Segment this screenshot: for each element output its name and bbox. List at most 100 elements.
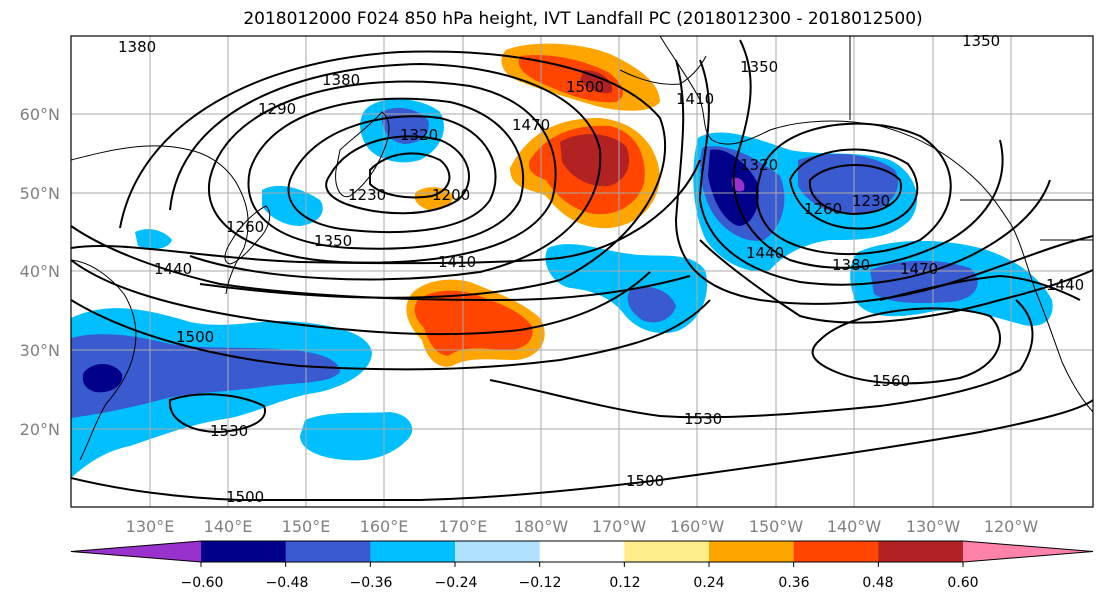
contour-east-1470 bbox=[879, 274, 1081, 301]
lon-label: 130°E bbox=[126, 517, 175, 536]
contour-east-low-1260 bbox=[788, 148, 919, 230]
colorbar-tick-labels: −0.60 −0.48 −0.36 −0.24 −0.12 0.12 0.24 … bbox=[181, 575, 979, 591]
ivt-blob-japan-west bbox=[135, 229, 172, 250]
colorbar-tick-label: −0.24 bbox=[435, 575, 478, 591]
map-frame bbox=[70, 35, 1094, 508]
colorbar-segment bbox=[201, 541, 287, 562]
contour-1530 bbox=[489, 299, 1034, 419]
contour-1500 bbox=[71, 299, 711, 371]
contour-label: 1350 bbox=[962, 32, 1000, 50]
contour-1410 bbox=[71, 159, 701, 265]
colorbar-extend-high bbox=[963, 541, 1093, 562]
coastline-siberia bbox=[71, 145, 249, 295]
colorbar-tick-label: 0.60 bbox=[947, 575, 978, 591]
contour-low-1320 bbox=[207, 80, 557, 264]
lon-label: 140°W bbox=[827, 517, 882, 536]
colorbar-tick-label: −0.12 bbox=[519, 575, 562, 591]
coastline-kamchatka bbox=[335, 111, 390, 198]
contour-low-1290 bbox=[247, 97, 525, 250]
contour-label: 1410 bbox=[438, 253, 476, 271]
colorbar-segment bbox=[878, 541, 964, 562]
lat-label: 20°N bbox=[20, 420, 60, 439]
coastline-japan bbox=[224, 205, 271, 265]
lon-label: 160°E bbox=[360, 517, 409, 536]
figure-title: 2018012000 F024 850 hPa height, IVT Land… bbox=[243, 9, 922, 29]
colorbar bbox=[70, 540, 1094, 567]
map-panel: 1380 1380 1290 1320 1230 1200 1260 1350 … bbox=[70, 32, 1094, 508]
contour-low-1200 bbox=[369, 152, 451, 199]
contour-label: 1530 bbox=[210, 422, 248, 440]
contour-label: 1380 bbox=[832, 256, 870, 274]
contour-label: 1440 bbox=[746, 244, 784, 262]
ivt-blob-east-pacific bbox=[798, 154, 899, 215]
colorbar-segment bbox=[624, 541, 710, 562]
contour-label: 1560 bbox=[872, 372, 910, 390]
contour-label: 1500 bbox=[176, 328, 214, 346]
colorbar-segment bbox=[455, 541, 541, 562]
contour-labels: 1380 1380 1290 1320 1230 1200 1260 1350 … bbox=[118, 32, 1084, 506]
contour-1380 bbox=[119, 50, 667, 299]
lon-label: 170°W bbox=[592, 517, 647, 536]
colorbar-segment bbox=[285, 541, 371, 562]
colorbar-segment bbox=[709, 541, 795, 562]
contour-label: 1230 bbox=[348, 186, 386, 204]
ivt-blob-bering-max bbox=[580, 70, 613, 94]
colorbar-segment bbox=[370, 541, 456, 562]
contour-label: 1260 bbox=[226, 218, 264, 236]
contour-east-low-1230 bbox=[808, 164, 902, 216]
contour-label: 1350 bbox=[314, 232, 352, 250]
contour-1350 bbox=[169, 62, 602, 281]
ivt-blob-east-asia-max bbox=[82, 363, 123, 393]
contour-label: 1530 bbox=[684, 410, 722, 428]
contour-label: 1500 bbox=[226, 488, 264, 506]
contour-label: 1500 bbox=[566, 78, 604, 96]
ivt-blob-subtropical-core bbox=[414, 290, 533, 356]
lon-label: 140°E bbox=[204, 517, 253, 536]
contour-label: 1500 bbox=[626, 472, 664, 490]
ivt-blob-aleutian-max bbox=[560, 134, 630, 187]
lon-label: 160°W bbox=[670, 517, 725, 536]
contour-label: 1290 bbox=[258, 100, 296, 118]
contour-label: 1440 bbox=[1046, 276, 1084, 294]
colorbar-segment bbox=[539, 541, 625, 562]
contour-label: 1320 bbox=[740, 156, 778, 174]
contour-east-low-1320 bbox=[755, 122, 952, 256]
height-contours bbox=[71, 39, 1093, 502]
contour-label: 1380 bbox=[118, 38, 156, 56]
coastline-china bbox=[71, 259, 137, 461]
latitude-labels: 60°N 50°N 40°N 30°N 20°N bbox=[20, 105, 60, 439]
colorbar-extend-low bbox=[71, 541, 201, 562]
lon-label: 170°E bbox=[439, 517, 488, 536]
contour-label: 1200 bbox=[432, 186, 470, 204]
contour-label: 1410 bbox=[676, 90, 714, 108]
ivt-blob-central-pacific-core bbox=[627, 286, 676, 323]
contour-label: 1440 bbox=[154, 260, 192, 278]
coastline-alaska bbox=[659, 36, 1013, 227]
lat-label: 40°N bbox=[20, 262, 60, 281]
contour-label: 1380 bbox=[322, 71, 360, 89]
colorbar-tick-label: 0.48 bbox=[862, 575, 893, 591]
ivt-blob-east-asia-core bbox=[71, 334, 340, 418]
contour-label: 1350 bbox=[740, 58, 778, 76]
lat-label: 60°N bbox=[20, 105, 60, 124]
lon-label: 120°W bbox=[984, 517, 1039, 536]
lon-label: 150°E bbox=[282, 517, 331, 536]
contour-1530-south bbox=[168, 393, 267, 434]
contour-east-1410 bbox=[674, 59, 1093, 305]
contour-high-1560 bbox=[811, 307, 1001, 385]
colorbar-tick-label: 0.36 bbox=[778, 575, 809, 591]
contour-label: 1260 bbox=[804, 200, 842, 218]
colorbar-tick-label: 0.24 bbox=[693, 575, 724, 591]
colorbar-segment bbox=[793, 541, 879, 562]
lat-label: 50°N bbox=[20, 184, 60, 203]
colorbar-tick-label: 0.12 bbox=[609, 575, 640, 591]
contour-1500-east bbox=[419, 399, 1093, 501]
lon-label: 150°W bbox=[749, 517, 804, 536]
contour-1440 bbox=[71, 225, 691, 302]
contour-label: 1320 bbox=[400, 126, 438, 144]
longitude-labels: 130°E 140°E 150°E 160°E 170°E 180°W 170°… bbox=[126, 517, 1039, 536]
contour-1470 bbox=[71, 259, 651, 336]
contour-east-1440 bbox=[699, 239, 1093, 324]
contour-low-1260 bbox=[287, 115, 497, 234]
